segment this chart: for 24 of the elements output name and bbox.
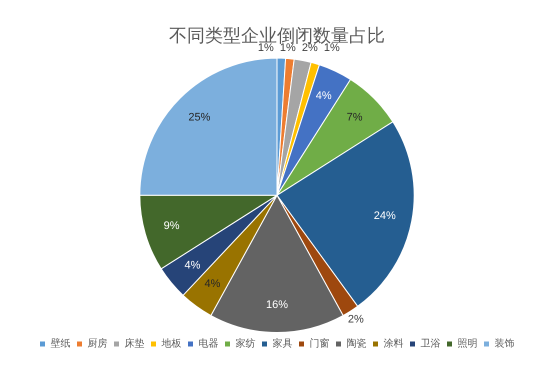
legend-label: 卫浴 (420, 338, 440, 350)
legend-label: 照明 (458, 338, 478, 350)
legend-label: 陶瓷 (346, 338, 366, 350)
data-label: 4% (316, 90, 332, 102)
data-label: 1% (324, 42, 340, 54)
legend-label: 电器 (198, 338, 218, 350)
data-label: 2% (302, 42, 318, 54)
data-label: 7% (346, 112, 363, 124)
data-label: 24% (374, 210, 396, 222)
legend-label: 家纺 (236, 338, 256, 350)
data-label: 9% (164, 220, 180, 232)
legend-label: 装饰 (494, 338, 514, 350)
legend-label: 厨房 (88, 338, 108, 350)
legend-label: 壁纸 (50, 338, 70, 350)
data-label: 16% (266, 299, 288, 312)
data-label: 2% (348, 314, 364, 326)
legend-label: 地板 (160, 338, 182, 350)
legend-label: 涂料 (384, 338, 404, 350)
data-label: 4% (204, 278, 221, 290)
legend-label: 门窗 (310, 338, 330, 350)
legend-label: 家具 (272, 338, 292, 350)
data-label: 4% (184, 259, 201, 272)
legend-label: 床垫 (124, 338, 144, 350)
data-label: 25% (188, 112, 211, 124)
